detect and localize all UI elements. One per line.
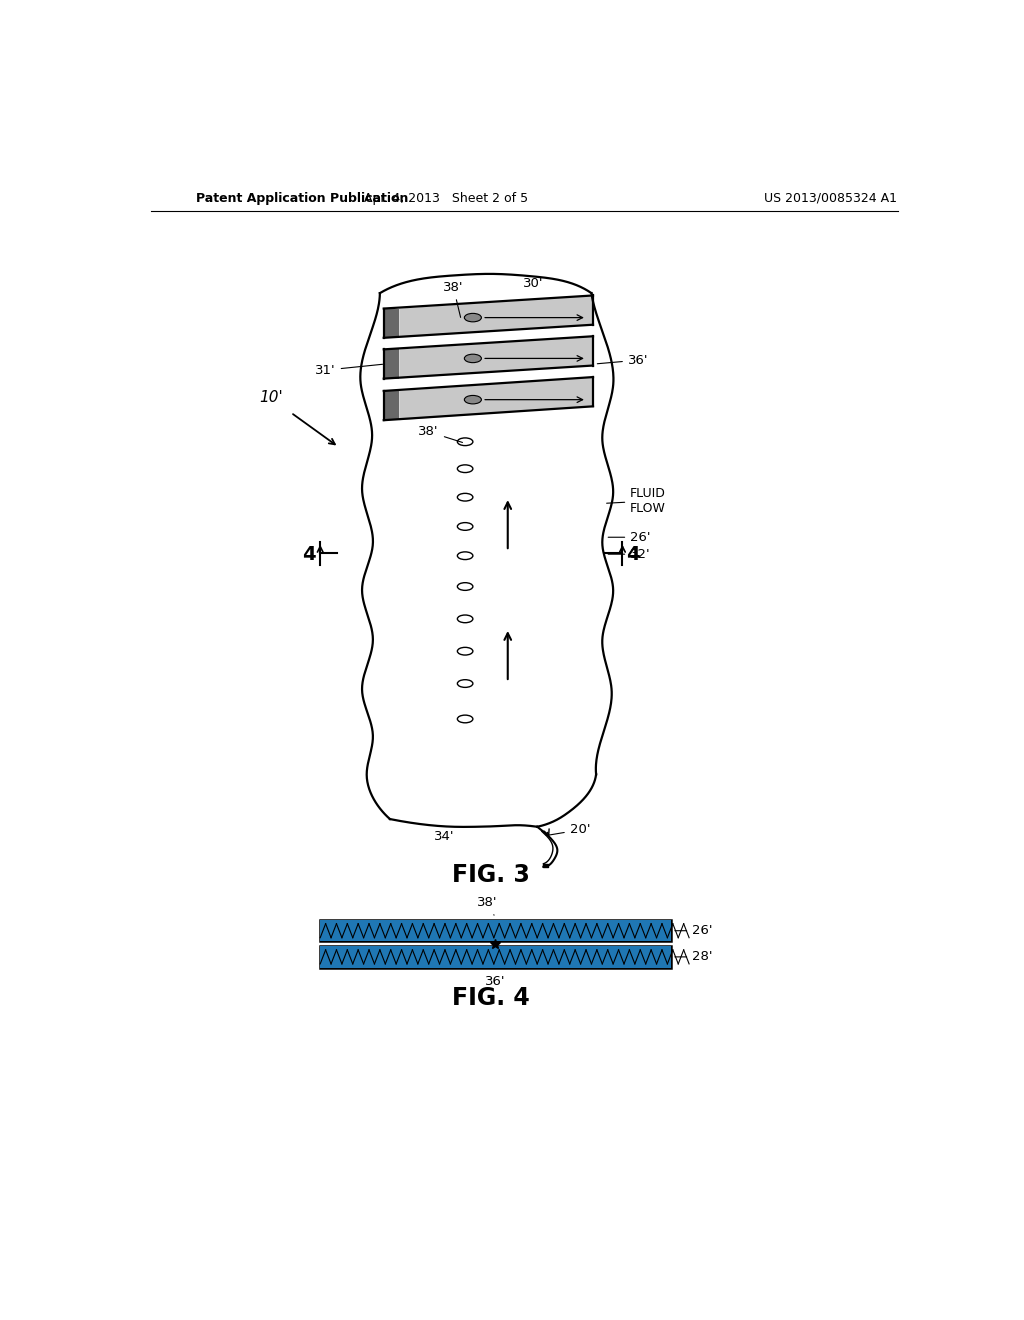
Text: US 2013/0085324 A1: US 2013/0085324 A1 — [764, 191, 896, 205]
Text: 10': 10' — [259, 389, 284, 405]
Bar — [321, 920, 671, 941]
Text: 28': 28' — [675, 950, 713, 964]
Text: FIG. 3: FIG. 3 — [452, 862, 529, 887]
Polygon shape — [399, 337, 593, 379]
Ellipse shape — [464, 396, 481, 404]
Text: 26': 26' — [675, 924, 713, 937]
Text: 4: 4 — [627, 545, 640, 564]
Ellipse shape — [464, 354, 481, 363]
Text: 4: 4 — [302, 545, 316, 564]
Text: Patent Application Publication: Patent Application Publication — [197, 191, 409, 205]
Text: 31': 31' — [315, 363, 383, 376]
Polygon shape — [384, 350, 399, 379]
Bar — [321, 946, 671, 968]
Text: 20': 20' — [546, 824, 590, 837]
Polygon shape — [399, 296, 593, 338]
Text: 32': 32' — [608, 548, 651, 561]
Polygon shape — [384, 309, 399, 338]
Text: 34': 34' — [434, 829, 455, 842]
Text: 36': 36' — [597, 354, 648, 367]
Ellipse shape — [464, 313, 481, 322]
Text: FIG. 4: FIG. 4 — [452, 986, 529, 1010]
Text: 38': 38' — [477, 896, 498, 915]
Text: 30': 30' — [523, 277, 544, 290]
Bar — [321, 946, 671, 968]
Text: Apr. 4, 2013   Sheet 2 of 5: Apr. 4, 2013 Sheet 2 of 5 — [364, 191, 527, 205]
Text: FLUID
FLOW: FLUID FLOW — [606, 487, 666, 515]
Text: 38': 38' — [419, 425, 463, 442]
Text: 26': 26' — [608, 531, 650, 544]
Polygon shape — [384, 391, 399, 420]
Bar — [321, 920, 671, 941]
Polygon shape — [399, 378, 593, 420]
Text: 36': 36' — [485, 975, 506, 989]
Text: 38': 38' — [443, 281, 464, 317]
